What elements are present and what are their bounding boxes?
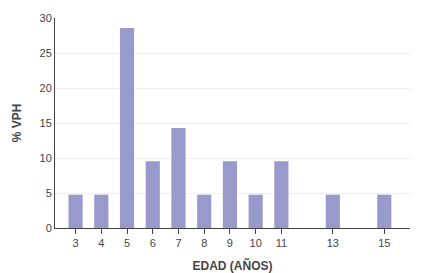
svg-text:5: 5 — [46, 187, 52, 199]
svg-text:15: 15 — [378, 237, 390, 249]
svg-text:4: 4 — [98, 237, 104, 249]
svg-text:0: 0 — [46, 222, 52, 234]
svg-text:EDAD (AÑOS): EDAD (AÑOS) — [193, 258, 273, 273]
svg-text:7: 7 — [175, 237, 181, 249]
svg-text:5: 5 — [124, 237, 130, 249]
svg-text:10: 10 — [40, 152, 52, 164]
svg-text:10: 10 — [250, 237, 262, 249]
svg-text:13: 13 — [327, 237, 339, 249]
svg-text:25: 25 — [40, 47, 52, 59]
svg-text:20: 20 — [40, 82, 52, 94]
svg-text:15: 15 — [40, 117, 52, 129]
svg-text:6: 6 — [150, 237, 156, 249]
svg-text:30: 30 — [40, 12, 52, 24]
svg-text:9: 9 — [227, 237, 233, 249]
svg-text:8: 8 — [201, 237, 207, 249]
svg-text:3: 3 — [73, 237, 79, 249]
svg-text:% VPH: % VPH — [10, 104, 24, 143]
svg-text:11: 11 — [276, 237, 287, 249]
